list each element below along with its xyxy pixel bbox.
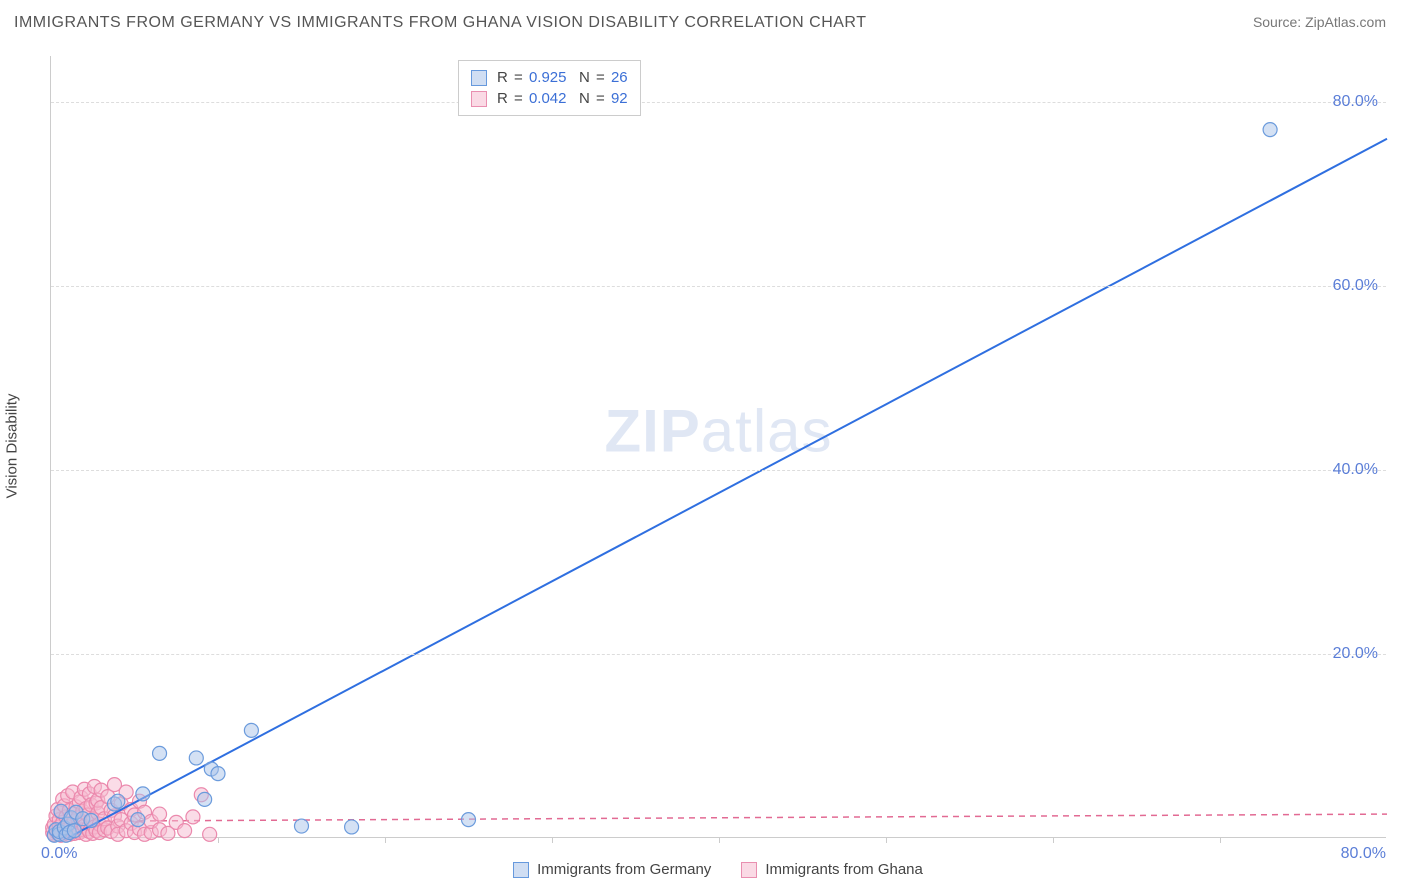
plot-area: ZIPatlas 0.0% 80.0% 20.0%40.0%60.0%80.0% — [50, 56, 1386, 838]
x-tick — [385, 837, 386, 843]
y-tick-label: 40.0% — [1333, 461, 1378, 479]
y-tick-label: 20.0% — [1333, 645, 1378, 663]
germany-point — [295, 819, 309, 833]
y-axis-title: Vision Disability — [4, 394, 21, 499]
y-tick-label: 60.0% — [1333, 277, 1378, 295]
germany-trendline — [68, 139, 1387, 838]
germany-point — [131, 813, 145, 827]
germany-point — [84, 814, 98, 828]
y-tick-label: 80.0% — [1333, 93, 1378, 111]
legend-item-germany: Immigrants from Germany — [513, 861, 711, 878]
germany-point — [198, 792, 212, 806]
ghana-point — [178, 824, 192, 838]
x-tick — [886, 837, 887, 843]
legend-label-ghana: Immigrants from Ghana — [765, 861, 923, 878]
hgridline — [51, 286, 1386, 287]
germany-point — [153, 746, 167, 760]
germany-point — [345, 820, 359, 834]
legend-swatch-pink — [741, 862, 757, 878]
correlation-legend: R = 0.925 N = 26 R = 0.042 N = 92 — [458, 60, 641, 116]
legend-swatch — [471, 91, 487, 107]
source-attribution: Source: ZipAtlas.com — [1253, 14, 1386, 30]
legend-stats: R = 0.042 N = 92 — [497, 90, 628, 107]
legend-row: R = 0.925 N = 26 — [471, 67, 628, 88]
legend-swatch-blue — [513, 862, 529, 878]
germany-point — [67, 824, 81, 838]
ghana-point — [153, 807, 167, 821]
legend-label-germany: Immigrants from Germany — [537, 861, 711, 878]
hgridline — [51, 470, 1386, 471]
series-legend: Immigrants from Germany Immigrants from … — [50, 861, 1386, 878]
germany-point — [244, 723, 258, 737]
legend-swatch — [471, 70, 487, 86]
legend-row: R = 0.042 N = 92 — [471, 88, 628, 109]
x-tick — [552, 837, 553, 843]
ghana-point — [186, 810, 200, 824]
germany-point — [136, 787, 150, 801]
germany-point — [462, 813, 476, 827]
germany-point — [211, 767, 225, 781]
ghana-trendline — [51, 814, 1387, 821]
hgridline — [51, 654, 1386, 655]
x-tick — [1220, 837, 1221, 843]
chart-title: IMMIGRANTS FROM GERMANY VS IMMIGRANTS FR… — [14, 14, 866, 32]
germany-point — [189, 751, 203, 765]
x-tick — [1053, 837, 1054, 843]
legend-item-ghana: Immigrants from Ghana — [741, 861, 923, 878]
x-tick — [218, 837, 219, 843]
germany-point — [111, 794, 125, 808]
chart-svg — [51, 56, 1386, 837]
germany-point — [1263, 123, 1277, 137]
x-tick — [719, 837, 720, 843]
legend-stats: R = 0.925 N = 26 — [497, 69, 628, 86]
hgridline — [51, 102, 1386, 103]
ghana-point — [203, 827, 217, 841]
